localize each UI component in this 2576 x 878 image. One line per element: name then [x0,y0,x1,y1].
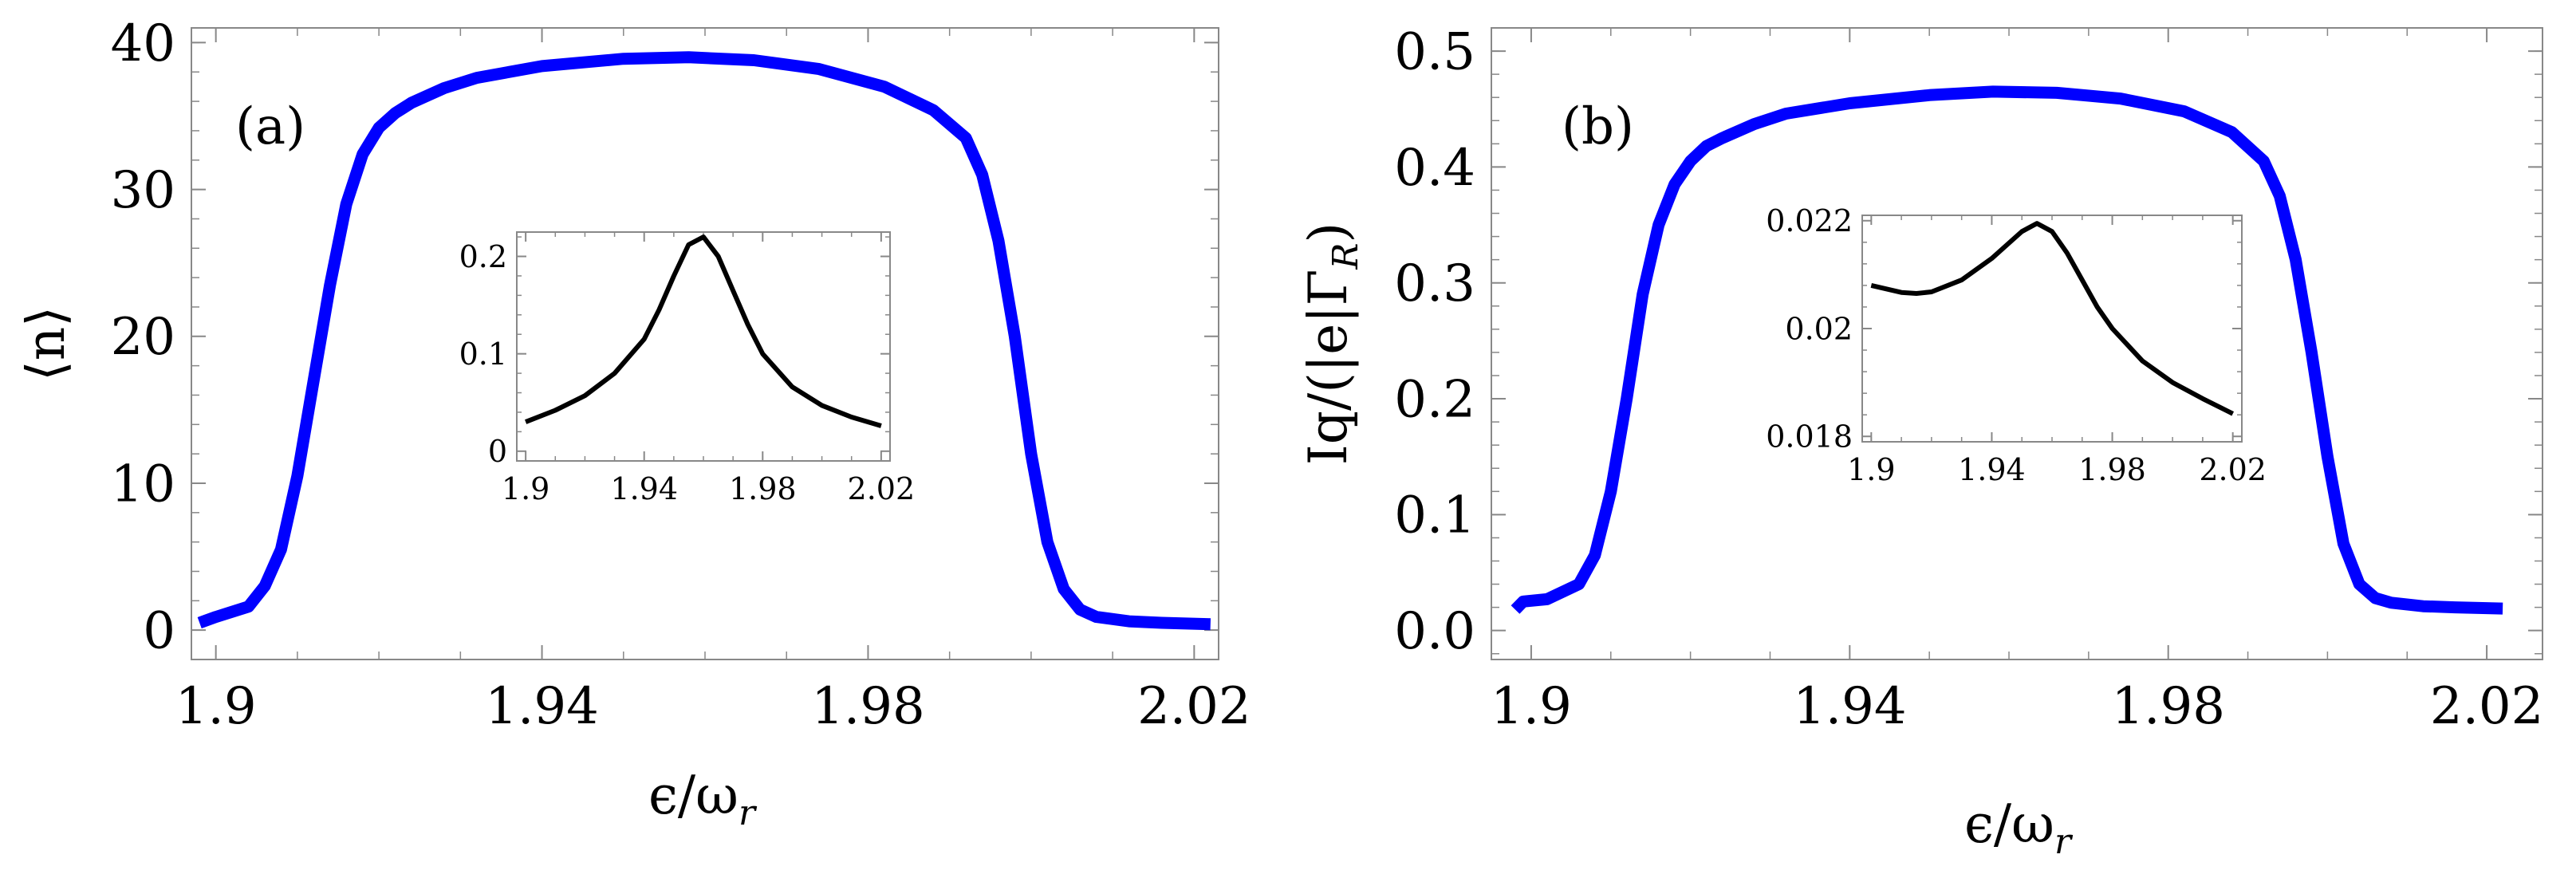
panel-b: 1.9 1.94 1.98 2.02 0.0 0.1 0.2 0.3 0.4 0.5 (b) I… [1298,22,2543,862]
panel-a-y-tick-label: 40 [111,14,175,73]
panel-a-x-tick-label: 1.94 [485,677,599,736]
panel-a-inset-series-line [525,234,882,428]
panel-b-inset: 1.9 1.94 1.98 2.02 0.018 0.02 0.022 [1766,203,2267,487]
panel-b-inset-x-tick-label: 2.02 [2199,452,2267,487]
panel-b-inset-series-line [1870,221,2235,416]
panel-a-y-axis-label: ⟨n⟩ [15,306,77,381]
panel-a-inset-x-tick-label: 1.9 [502,471,549,506]
panel-b-y-tick-label: 0.0 [1394,602,1475,661]
panel-a-y-tick-label: 30 [111,161,175,220]
panel-b-frame [1491,27,2543,660]
panel-b-x-tick-label: 1.98 [2111,677,2225,736]
panel-a-inset-y-ticks: 0 0.1 0.2 [459,236,890,469]
panel-b-y-axis-label-main: Iq/(|e|Γ [1298,270,1359,466]
panel-a-y-ticks: 0 10 20 30 40 [111,14,1219,661]
panel-b-x-axis-label-main: ϵ/ω [1964,793,2054,855]
panel-a-series-line [197,51,1211,631]
panel-a-inset-x-tick-label: 1.98 [729,471,797,506]
panel-b-inset-frame [1861,215,2243,443]
panel-b-inset-y-ticks: 0.018 0.02 0.022 [1766,203,2242,455]
panel-b-x-tick-label: 2.02 [2430,677,2544,736]
panel-b-y-tick-label: 0.3 [1394,254,1475,313]
panel-b-y-tick-label: 0.1 [1394,486,1475,545]
panel-a-inset-y-tick-label: 0 [488,434,507,469]
panel-b-inset-x-ticks: 1.9 1.94 1.98 2.02 [1847,215,2267,487]
panel-a-x-axis-label-sub: r [739,793,758,833]
panel-a-x-tick-label: 1.9 [175,677,257,736]
panel-b-x-tick-label: 1.94 [1793,677,1907,736]
panel-b-y-tick-label: 0.5 [1394,22,1475,81]
panel-b-inset-x-tick-label: 1.94 [1958,452,2026,487]
panel-a-x-axis-label-main: ϵ/ω [648,765,739,826]
panel-b-inset-y-tick-label: 0.018 [1766,419,1853,455]
panel-b-x-axis-label-sub: r [2054,821,2074,862]
panel-b-series-line [1511,85,2503,615]
panel-a: 1.9 1.94 1.98 2.02 0 10 20 30 40 (a) ⟨n⟩ ϵ/ωr 1… [15,14,1251,833]
panel-a-label: (a) [235,97,305,156]
panel-a-inset-y-tick-label: 0.2 [459,239,507,274]
panel-b-inset-y-tick-label: 0.022 [1766,203,1853,238]
panel-b-inset-x-tick-label: 1.9 [1847,452,1895,487]
panel-b-y-axis-label: Iq/(|e|ΓR) [1298,222,1366,466]
panel-b-y-axis-label-sub: R [1325,242,1366,270]
panel-a-x-tick-label: 1.98 [811,677,925,736]
panel-b-label: (b) [1562,97,1634,156]
panel-b-x-tick-label: 1.9 [1491,677,1572,736]
panel-a-inset-x-ticks: 1.9 1.94 1.98 2.02 [502,232,915,506]
panel-a-x-ticks: 1.9 1.94 1.98 2.02 [175,28,1251,736]
panel-a-inset-frame [516,231,891,462]
panel-a-inset: 1.9 1.94 1.98 2.02 0 0.1 0.2 [459,231,915,506]
panel-a-x-axis-label: ϵ/ωr [648,765,758,833]
panel-b-y-axis-label-tail: ) [1298,222,1359,243]
panel-a-y-tick-label: 0 [143,602,175,661]
panel-a-inset-x-tick-label: 1.94 [610,471,678,506]
panel-a-x-tick-label: 2.02 [1137,677,1251,736]
panel-b-inset-x-tick-label: 1.98 [2078,452,2146,487]
panel-b-x-axis-label: ϵ/ωr [1964,793,2074,862]
panel-b-x-ticks: 1.9 1.94 1.98 2.02 [1491,28,2543,736]
panel-b-y-tick-label: 0.2 [1394,370,1475,429]
panel-b-y-ticks: 0.0 0.1 0.2 0.3 0.4 0.5 [1394,22,2543,661]
panel-b-inset-y-tick-label: 0.02 [1785,311,1853,346]
panel-a-inset-x-tick-label: 2.02 [848,471,916,506]
panel-a-inset-y-tick-label: 0.1 [459,337,507,372]
panel-b-y-tick-label: 0.4 [1394,139,1475,198]
panel-a-y-tick-label: 10 [111,455,175,514]
panel-a-y-tick-label: 20 [111,308,175,367]
